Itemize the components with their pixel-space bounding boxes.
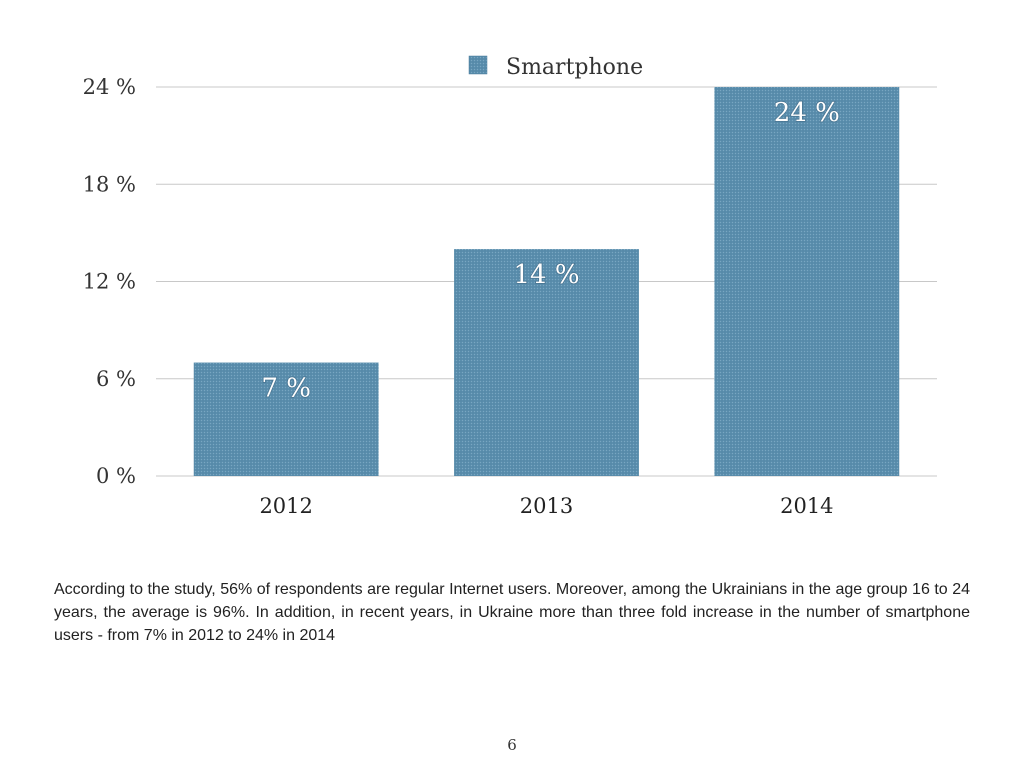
data-labels: 7 % 14 % 24 % [261,97,841,404]
bar-2014 [714,87,900,476]
y-tick-label: 0 % [96,464,136,488]
bar-2012 [193,362,379,476]
x-axis-categories: 2012 2013 2014 [259,494,833,518]
y-tick-label: 18 % [83,172,136,196]
legend-swatch [468,55,488,75]
data-label: 7 % [261,374,311,404]
x-category-label: 2012 [259,494,312,518]
description-text: According to the study, 56% of responden… [54,581,970,644]
y-tick-label: 6 % [96,367,136,391]
bar-2013 [454,249,639,476]
legend: Smartphone [468,55,643,80]
y-axis-ticks: 0 % 6 % 12 % 18 % 24 % [83,75,136,488]
data-label: 24 % [774,98,840,128]
data-label: 14 % [513,260,579,290]
x-category-label: 2013 [520,494,573,518]
legend-label: Smartphone [506,55,643,80]
y-tick-label: 24 % [83,75,136,99]
x-category-label: 2014 [780,494,833,518]
page-number: 6 [507,736,517,754]
bar-chart: 0 %6 %12 %18 %24 % 7 %14 %24 % 2012 2013 2… [83,55,937,518]
bars [193,87,900,476]
y-tick-label: 12 % [83,270,136,294]
